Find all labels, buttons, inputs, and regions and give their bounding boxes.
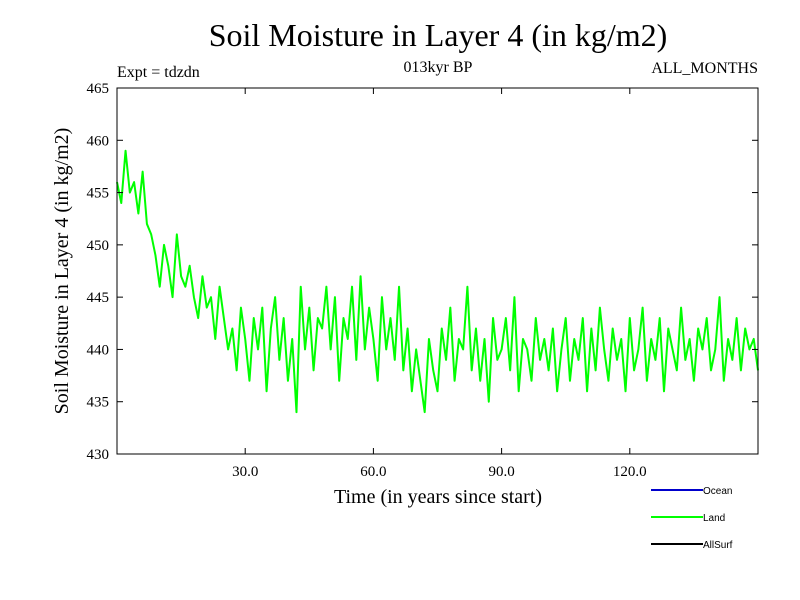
y-tick-label: 450 bbox=[87, 238, 110, 254]
y-tick-label: 430 bbox=[87, 447, 110, 463]
season-label: ALL_MONTHS bbox=[651, 60, 758, 77]
y-tick-label: 465 bbox=[87, 81, 110, 97]
plot-frame bbox=[116, 87, 759, 455]
chart-title: Soil Moisture in Layer 4 (in kg/m2) bbox=[209, 17, 668, 53]
x-axis: 30.0 60.0 90.0 120.0 bbox=[232, 88, 647, 480]
y-tick-label: 440 bbox=[87, 342, 110, 358]
x-tick-label: 60.0 bbox=[360, 464, 386, 480]
y-axis-label: Soil Moisture in Layer 4 (in kg/m2) bbox=[51, 128, 73, 415]
y-tick-label: 455 bbox=[87, 186, 110, 202]
y-tick-label: 445 bbox=[87, 290, 110, 306]
x-tick-label: 90.0 bbox=[488, 464, 514, 480]
y-tick-label: 435 bbox=[87, 395, 110, 411]
x-axis-label: Time (in years since start) bbox=[334, 486, 542, 508]
y-tick-label: 460 bbox=[87, 133, 110, 149]
legend-label-ocean: Ocean bbox=[703, 486, 732, 497]
legend: Ocean Land AllSurf bbox=[651, 486, 733, 551]
chart-subtitle: 013kyr BP bbox=[404, 59, 473, 76]
x-tick-label: 30.0 bbox=[232, 464, 258, 480]
series-line-land bbox=[116, 149, 759, 414]
series-layer bbox=[116, 149, 759, 414]
x-tick-label: 120.0 bbox=[613, 464, 647, 480]
experiment-label: Expt = tdzdn bbox=[117, 64, 200, 81]
legend-label-allsurf: AllSurf bbox=[703, 540, 733, 551]
y-axis: 430 435 440 445 450 455 460 465 bbox=[87, 81, 758, 463]
legend-label-land: Land bbox=[703, 513, 725, 524]
